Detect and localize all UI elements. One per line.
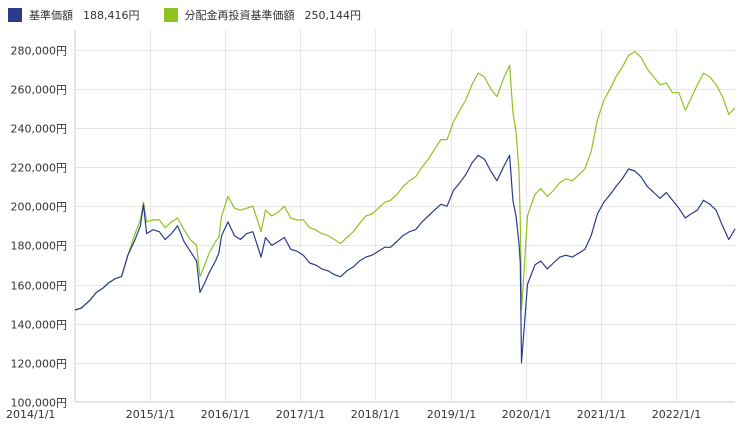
y-tick-label: 260,000円 [11, 84, 68, 97]
y-tick-label: 200,000円 [11, 201, 68, 214]
legend-value-reinvested: 250,144円 [304, 9, 362, 22]
legend-swatch-nav [8, 8, 22, 22]
legend-label-nav: 基準価額 [29, 9, 73, 22]
y-tick-label: 120,000円 [11, 358, 68, 371]
y-tick-label: 280,000円 [11, 45, 68, 58]
y-tick-label: 180,000円 [11, 240, 68, 253]
series-line-nav [74, 154, 736, 364]
x-tick-label: 2019/1/1 [427, 408, 476, 421]
y-tick-label: 240,000円 [11, 123, 68, 136]
x-tick-label: 2021/1/1 [577, 408, 626, 421]
x-tick-label: 2022/1/1 [652, 408, 701, 421]
x-tick-label: 2014/1/1 [6, 408, 55, 421]
legend-label-reinvested: 分配金再投資基準価額 [184, 9, 295, 22]
legend-item-reinvested[interactable]: 分配金再投資基準価額 250,144円 [163, 7, 362, 23]
y-tick-label: 100,000円 [11, 397, 68, 410]
x-tick-label: 2015/1/1 [126, 408, 175, 421]
y-tick-label: 220,000円 [11, 162, 68, 175]
series-lines [74, 50, 736, 364]
x-tick-label: 2020/1/1 [502, 408, 551, 421]
y-tick-label: 160,000円 [11, 280, 68, 293]
y-axis-labels: 100,000円 120,000円 140,000円 160,000円 180,000円… [11, 45, 68, 410]
x-tick-label: 2018/1/1 [351, 408, 400, 421]
legend-swatch-reinvested [163, 8, 178, 22]
y-tick-label: 140,000円 [11, 319, 68, 332]
x-tick-label: 2017/1/1 [276, 408, 325, 421]
x-axis-labels: 2014/1/1 2015/1/1 2016/1/1 2017/1/1 2018/1/1… [6, 408, 701, 421]
grid-lines [74, 30, 735, 403]
chart-legend: 基準価額 188,416円 分配金再投資基準価額 250,144円 [8, 6, 385, 24]
legend-item-nav[interactable]: 基準価額 188,416円 [8, 7, 140, 23]
legend-value-nav: 188,416円 [83, 9, 140, 22]
series-line-reinvested [74, 50, 736, 311]
x-tick-label: 2016/1/1 [201, 408, 250, 421]
